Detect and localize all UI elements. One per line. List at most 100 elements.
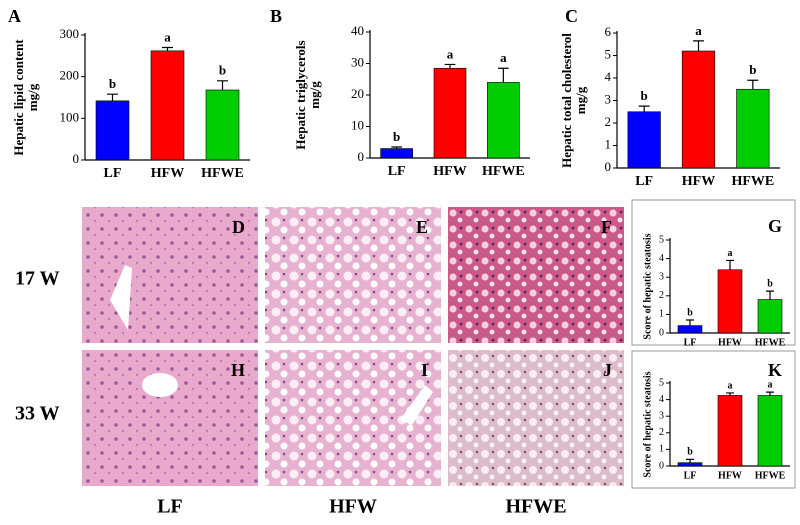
x-tick-label: LF: [684, 337, 697, 348]
histology-image: [82, 350, 258, 486]
panel-frame: [631, 350, 796, 489]
x-tick-label: LF: [388, 164, 406, 179]
x-tick-label: HFW: [682, 174, 715, 189]
bar: [717, 395, 743, 467]
y-tick-label: 3: [605, 91, 612, 106]
y-tick-label: 4: [659, 253, 664, 264]
x-tick-label: HFW: [718, 337, 742, 348]
y-tick-label: 4: [605, 69, 612, 84]
y-tick-label: 3: [659, 410, 664, 421]
x-tick-label: HFWE: [482, 164, 525, 179]
error-bar: [498, 67, 509, 83]
bar: [205, 89, 240, 161]
significance-letter: b: [687, 447, 693, 458]
y-tick-label: 0: [73, 151, 80, 166]
significance-letter: b: [687, 307, 693, 318]
error-bar: [638, 105, 650, 112]
significance-letter: b: [749, 62, 756, 77]
y-tick-label: 2: [659, 290, 664, 301]
column-label: HFWE: [505, 496, 566, 518]
y-tick-label: 20: [351, 86, 364, 101]
histology-panels: D E F H I J 17 W 33 W LF HFW HFWE: [15, 199, 796, 518]
significance-letter: b: [109, 76, 116, 91]
error-bar: [217, 80, 228, 90]
panel-letter: D: [232, 217, 245, 237]
panel-letter: A: [8, 6, 21, 26]
histology-image: [82, 207, 258, 343]
vessel: [110, 265, 132, 330]
y-axis-label: mg/g: [25, 83, 40, 111]
bar: [757, 299, 783, 334]
histology-image: [265, 207, 441, 343]
y-tick-label: 6: [605, 24, 612, 39]
bar: [380, 148, 413, 159]
bar: [433, 67, 467, 159]
y-tick-label: 200: [60, 68, 80, 83]
x-tick-label: HFWE: [755, 337, 786, 348]
significance-letter: a: [447, 46, 454, 61]
error-bar: [747, 79, 759, 90]
y-tick-label: 4: [659, 394, 664, 405]
panel-letter: H: [231, 360, 245, 380]
panel-letter: F: [601, 217, 612, 237]
error-bar: [162, 46, 173, 51]
y-axis-label: Hepatic lipid content: [11, 39, 26, 156]
significance-letter: a: [695, 23, 702, 38]
vessel: [400, 385, 433, 425]
y-tick-label: 2: [659, 427, 664, 438]
bar: [757, 395, 783, 467]
error-bar: [693, 40, 704, 51]
bar: [681, 50, 716, 169]
error-bar: [766, 290, 774, 300]
significance-letter: b: [393, 129, 400, 144]
y-tick-label: 40: [351, 23, 364, 38]
panel-letter: G: [768, 216, 782, 236]
error-bar: [766, 391, 774, 396]
significance-letter: a: [768, 379, 773, 390]
y-tick-label: 1: [605, 136, 612, 151]
significance-letter: a: [164, 29, 171, 44]
x-tick-label: HFWE: [731, 174, 774, 189]
x-tick-label: LF: [635, 174, 653, 189]
bar: [736, 88, 770, 169]
error-bar: [107, 93, 118, 101]
y-tick-label: 0: [358, 149, 365, 164]
histology-image: [448, 207, 624, 343]
panel-letter: B: [270, 6, 282, 26]
bar: [150, 50, 185, 161]
x-tick-label: HFW: [433, 164, 466, 179]
y-tick-label: 5: [605, 46, 612, 61]
significance-letter: b: [767, 278, 773, 289]
y-tick-label: 0: [659, 327, 664, 338]
x-tick-label: HFWE: [755, 470, 786, 481]
y-axis-label: Score of hepatic steatosis: [642, 233, 653, 339]
histology-image: [448, 350, 624, 486]
significance-letter: a: [728, 380, 733, 391]
y-tick-label: 5: [659, 377, 664, 388]
x-tick-label: HFW: [718, 470, 742, 481]
significance-letter: b: [641, 88, 648, 103]
y-axis-label: Hepatic triglycerols: [293, 40, 308, 149]
column-label: HFW: [329, 496, 377, 518]
row-label: 17 W: [15, 268, 60, 290]
y-axis-label: Score of hepatic steatosis: [642, 371, 653, 477]
y-tick-label: 1: [659, 309, 664, 320]
panel-frame: [631, 199, 796, 346]
y-axis-label: mg/g: [573, 86, 588, 114]
error-bar: [686, 319, 694, 326]
bar: [677, 325, 703, 334]
y-tick-label: 5: [659, 234, 664, 245]
bar: [717, 269, 743, 334]
y-tick-label: 1: [659, 444, 664, 455]
y-tick-label: 2: [605, 114, 612, 129]
panel-letter: K: [768, 360, 782, 380]
bar: [95, 100, 130, 161]
error-bar: [391, 146, 402, 149]
bar: [487, 82, 520, 159]
x-tick-label: HFWE: [201, 166, 244, 181]
y-axis-label: Hepatic total cholesterol: [559, 33, 574, 168]
significance-letter: a: [500, 50, 507, 65]
error-bar: [686, 458, 694, 463]
x-tick-label: HFW: [151, 166, 184, 181]
